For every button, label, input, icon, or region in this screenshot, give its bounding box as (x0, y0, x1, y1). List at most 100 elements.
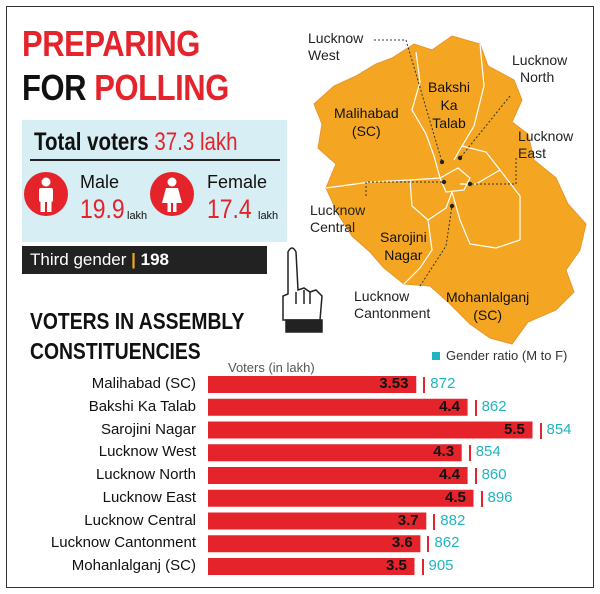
female-unit: lakh (258, 210, 279, 222)
section-heading-line2: CONSTITUENCIES (30, 338, 201, 364)
value-label: 3.5 (386, 557, 407, 574)
label-malihabad-l2: (SC) (351, 123, 381, 139)
leader-lucknow-west (374, 39, 443, 163)
male-value: 19.9 (80, 194, 125, 224)
map-border-bakshi-west (411, 51, 441, 179)
value-label: 3.6 (391, 534, 413, 552)
ratio-separator (474, 468, 477, 484)
label-lucknow-west-l1: Lucknow (308, 30, 364, 46)
female-label: Female (207, 172, 268, 192)
bar-3 (208, 444, 462, 462)
label-lucknow-north: Lucknow North (512, 52, 567, 86)
total-voters: Total voters 37.3 lakh (34, 128, 238, 157)
section-heading-line1: VOTERS IN ASSEMBLY (30, 308, 245, 334)
label-malihabad: Malihabad (SC) (334, 104, 399, 140)
legend-gender-ratio: Gender ratio (M to F) (432, 348, 567, 363)
label-malihabad-l1: Malihabad (334, 105, 399, 121)
category-label: Lucknow West (98, 443, 196, 461)
ratio-separator (423, 377, 426, 393)
label-lucknow-cantonment: Lucknow Cantonment (354, 288, 430, 322)
label-bakshi-l3: Talab (432, 115, 466, 131)
ratio-separator (421, 559, 424, 575)
bar-1 (208, 398, 468, 416)
third-gender-label: Third gender (30, 250, 127, 269)
bar-2 (208, 421, 533, 439)
third-gender-bar: Third gender | 198 (22, 246, 267, 274)
bar-4 (208, 467, 468, 484)
map-border-cantonment (451, 191, 521, 249)
gender-ratio-label: 896 (487, 488, 513, 506)
label-lucknow-east-l1: Lucknow (518, 128, 574, 144)
infographic-frame (6, 6, 594, 588)
bar-6 (208, 512, 427, 530)
value-label: 4.5 (445, 488, 466, 506)
gender-ratio-label: 862 (481, 397, 507, 415)
leader-lucknow-central (365, 181, 444, 196)
value-label: 3.7 (397, 511, 419, 529)
label-lucknow-east-l2: East (518, 145, 547, 161)
value-label: 4.4 (439, 466, 460, 483)
label-bakshi-l2: Ka (440, 97, 458, 113)
marker-lucknow-central (441, 179, 447, 185)
gender-ratio-label: 854 (475, 443, 501, 461)
label-lucknow-cantonment-l2: Cantonment (354, 305, 431, 321)
label-sarojini-l1: Sarojini (380, 229, 427, 245)
map-border-east-south (499, 169, 521, 240)
marker-lucknow-cantonment (449, 203, 455, 209)
label-lucknow-central: Lucknow Central (310, 202, 365, 236)
category-label: Mohanlalganj (SC) (71, 557, 196, 574)
label-lucknow-east: Lucknow East (518, 128, 573, 162)
label-sarojini-l2: Nagar (384, 247, 423, 263)
headline-line1: PREPARING (22, 23, 200, 64)
bar-8 (208, 558, 415, 575)
bar-0 (208, 376, 417, 393)
headline-line2: FOR POLLING (22, 70, 229, 106)
gender-ratio-label: 882 (440, 511, 466, 529)
male-unit: lakh (127, 210, 148, 222)
map-border-mohanlalganj (403, 219, 433, 285)
gender-ratio-label: 860 (481, 466, 507, 483)
marker-lucknow-north (457, 155, 463, 161)
value-label: 5.5 (504, 420, 525, 438)
label-lucknow-west-l2: West (308, 47, 340, 63)
label-bakshi-ka-talab: Bakshi Ka Talab (428, 78, 470, 132)
gender-ratio-label: 854 (546, 420, 572, 438)
category-label: Lucknow Central (84, 511, 196, 529)
ratio-separator (433, 513, 436, 530)
leader-lucknow-north (459, 95, 511, 159)
total-voters-value: 37.3 lakh (154, 128, 238, 156)
label-lucknow-central-l1: Lucknow (310, 202, 366, 218)
bar-5 (208, 489, 474, 507)
category-label: Lucknow Cantonment (50, 534, 196, 552)
category-label: Lucknow North (95, 466, 196, 483)
third-gender-value: 198 (140, 250, 169, 269)
female-value: 17.4 (207, 194, 252, 224)
label-lucknow-cantonment-l1: Lucknow (354, 288, 410, 304)
value-label: 4.4 (439, 397, 460, 415)
label-bakshi-l1: Bakshi (428, 79, 471, 95)
voting-hand-icon (282, 247, 323, 333)
headline-word-polling: POLLING (94, 67, 229, 108)
ratio-separator (474, 399, 477, 416)
map-border-central (439, 167, 471, 193)
total-voters-label: Total voters (34, 128, 149, 156)
gender-ratio-label: 905 (428, 557, 454, 574)
label-lucknow-west: Lucknow West (308, 30, 363, 64)
marker-lucknow-east (467, 181, 473, 187)
male-icon (24, 172, 68, 216)
category-label: Malihabad (SC) (91, 375, 196, 392)
map-border-malihabad-south (325, 177, 441, 189)
leader-lucknow-east (470, 158, 517, 185)
headline-word-for: FOR (22, 67, 87, 108)
male-label: Male (80, 172, 120, 192)
label-lucknow-central-l2: Central (310, 219, 356, 235)
marker-lucknow-west (439, 159, 445, 165)
value-label: 3.53 (379, 375, 409, 392)
ratio-separator (427, 536, 430, 553)
label-mohanlalganj-l2: (SC) (473, 307, 503, 323)
gender-ratio-label: 872 (430, 375, 456, 392)
category-label: Bakshi Ka Talab (88, 397, 196, 415)
bar-7 (208, 535, 421, 553)
category-label: Lucknow East (102, 488, 196, 506)
